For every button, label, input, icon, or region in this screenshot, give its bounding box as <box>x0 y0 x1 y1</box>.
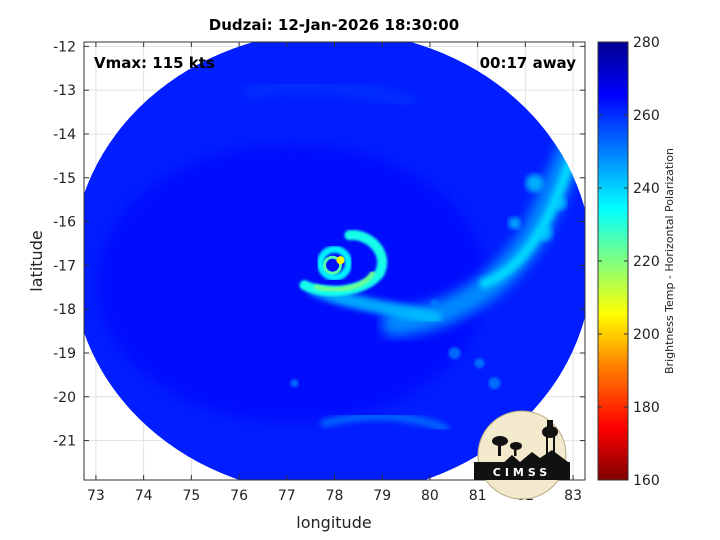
vmax-annotation: Vmax: 115 kts <box>94 54 215 72</box>
x-axis-label: longitude <box>296 513 371 532</box>
colorbar-ticks: 160 180 200 220 240 260 280 <box>598 35 660 489</box>
cimss-logo: CIMSS <box>474 410 570 500</box>
colorbar-label: Brightness Temp - Horizontal Polarizatio… <box>663 148 676 374</box>
x-tick-label: 79 <box>373 488 391 504</box>
colorbar-tick-label: 180 <box>633 400 660 416</box>
y-tick-label: -14 <box>53 127 76 143</box>
colorbar-tick-label: 160 <box>633 473 660 489</box>
y-tick-label: -13 <box>53 83 76 99</box>
y-axis-label: latitude <box>27 230 46 291</box>
colorbar-tick-label: 240 <box>633 181 660 197</box>
svg-text:CIMSS: CIMSS <box>493 466 551 479</box>
colorbar-tick-label: 280 <box>633 35 660 51</box>
x-tick-label: 73 <box>87 488 105 504</box>
y-tick-label: -19 <box>53 346 76 362</box>
colorbar <box>597 41 629 481</box>
x-tick-label: 78 <box>326 488 344 504</box>
y-tick-label: -12 <box>53 39 76 55</box>
y-tick-label: -21 <box>53 434 76 450</box>
y-tick-label: -18 <box>53 302 76 318</box>
chart-title: Dudzai: 12-Jan-2026 18:30:00 <box>209 16 459 34</box>
colorbar-tick-label: 220 <box>633 254 660 270</box>
time-away-annotation: 00:17 away <box>480 54 577 72</box>
microwave-swath <box>84 42 585 480</box>
x-tick-label: 76 <box>230 488 248 504</box>
y-axis-ticks: -12 -13 -14 -15 -16 -17 -18 -19 -20 -21 <box>53 39 585 450</box>
y-tick-label: -20 <box>53 390 76 406</box>
eye-warm-spot <box>336 256 345 265</box>
eye-ring <box>317 245 352 281</box>
x-tick-label: 83 <box>564 488 582 504</box>
y-tick-label: -17 <box>53 258 76 274</box>
x-tick-label: 74 <box>135 488 153 504</box>
y-tick-label: -15 <box>53 171 76 187</box>
x-tick-label: 77 <box>278 488 296 504</box>
x-tick-label: 80 <box>421 488 439 504</box>
colorbar-tick-label: 200 <box>633 327 660 343</box>
y-tick-label: -16 <box>53 215 76 231</box>
colorbar-tick-label: 260 <box>633 108 660 124</box>
x-tick-label: 75 <box>182 488 200 504</box>
southern-band <box>320 412 449 433</box>
x-tick-label: 81 <box>469 488 487 504</box>
